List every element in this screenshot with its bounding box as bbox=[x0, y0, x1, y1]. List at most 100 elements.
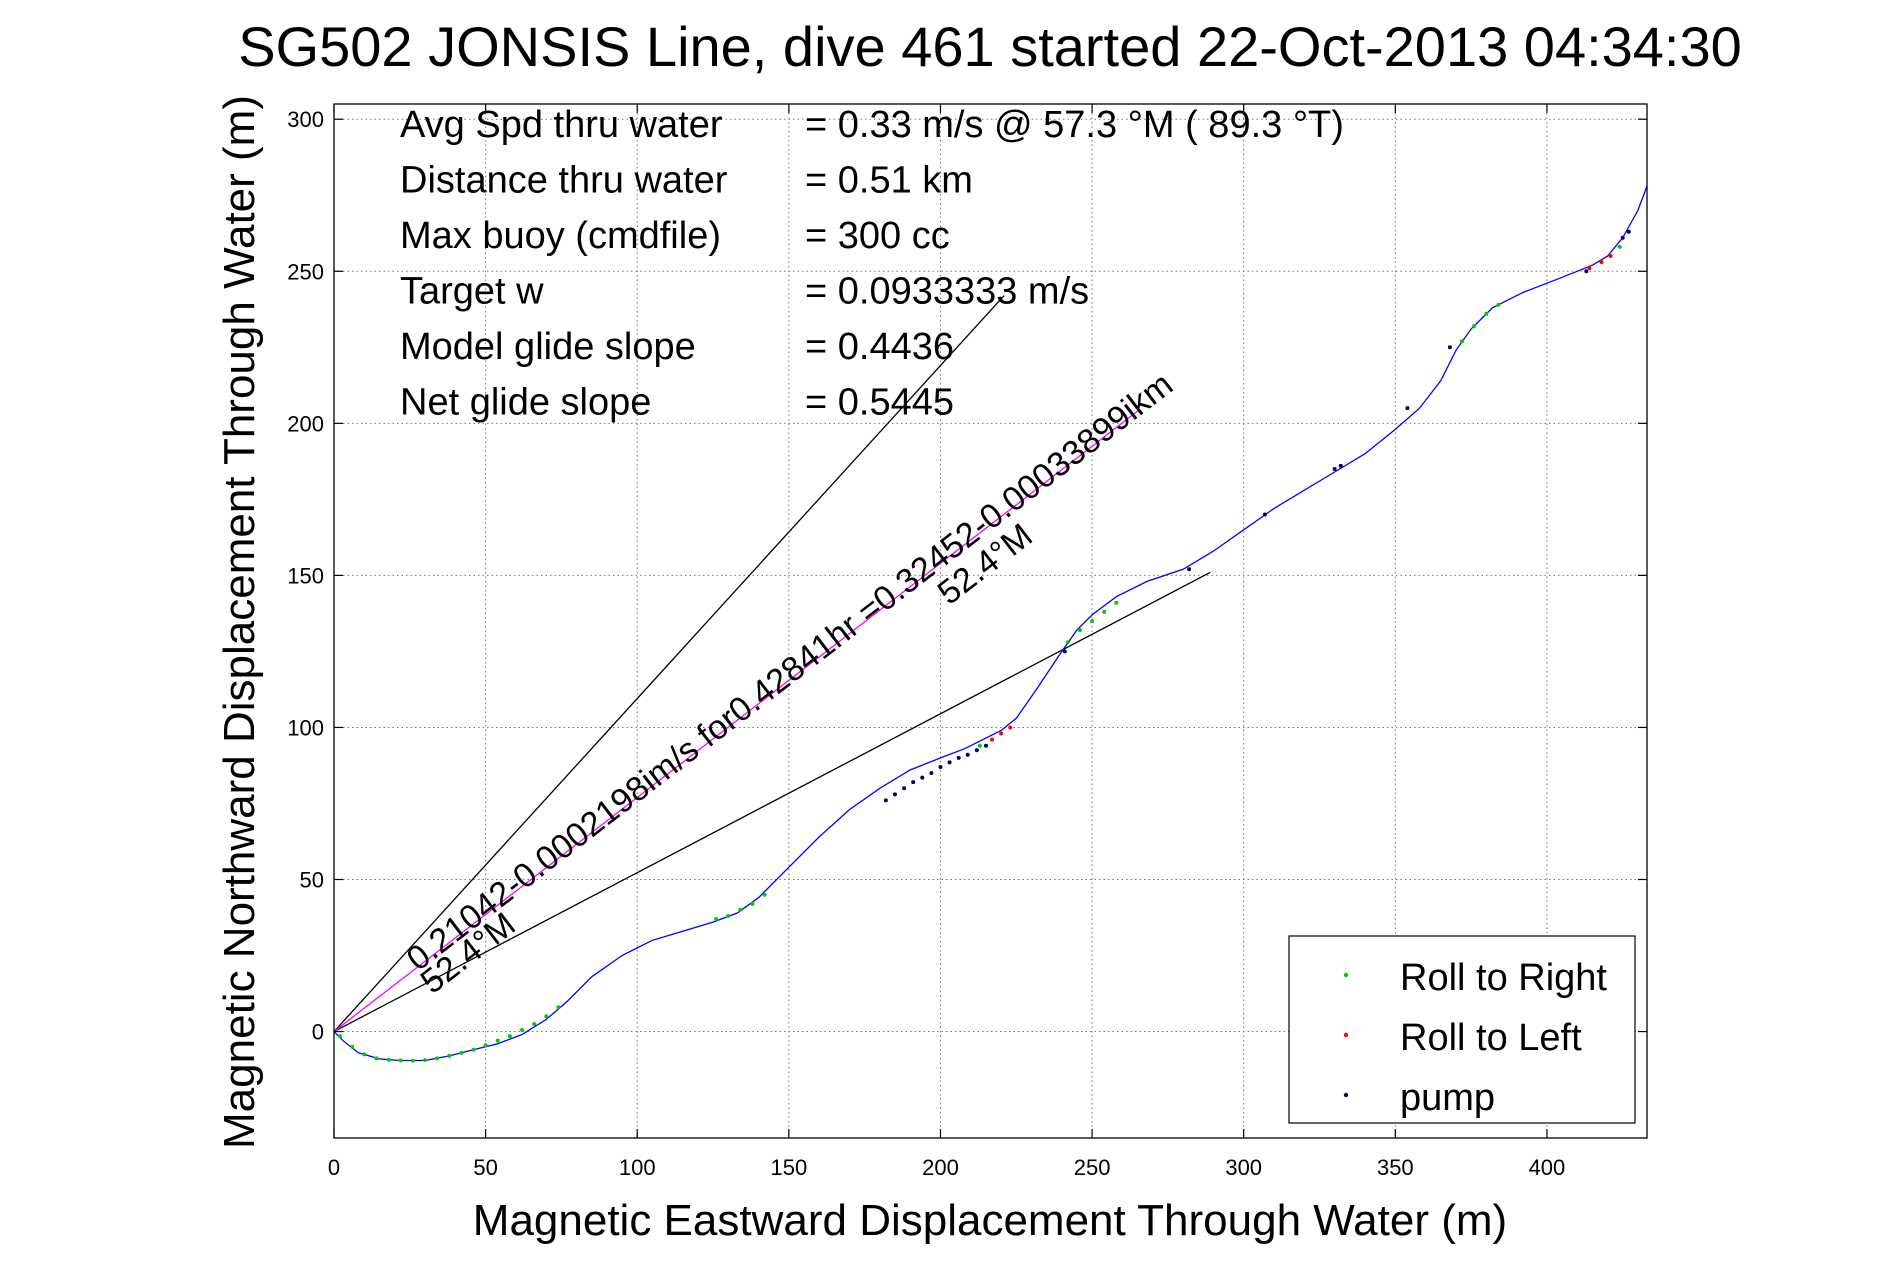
data-point bbox=[1584, 269, 1589, 274]
data-point bbox=[1008, 725, 1013, 730]
data-point bbox=[911, 780, 916, 785]
data-point bbox=[374, 1056, 379, 1061]
x-axis-label: Magnetic Eastward Displacement Through W… bbox=[473, 1196, 1507, 1245]
data-point bbox=[471, 1047, 476, 1052]
legend-marker bbox=[1343, 1032, 1349, 1038]
data-point bbox=[738, 907, 743, 912]
data-point bbox=[410, 1058, 415, 1063]
data-point bbox=[1484, 311, 1489, 316]
stat-value: = 0.33 m/s @ 57.3 °M ( 89.3 °T) bbox=[805, 104, 1344, 146]
data-point bbox=[544, 1014, 549, 1019]
data-layer bbox=[334, 185, 1647, 1063]
data-point bbox=[1077, 628, 1082, 633]
data-point bbox=[965, 752, 970, 757]
data-point bbox=[1338, 463, 1343, 468]
data-point bbox=[977, 743, 982, 748]
data-point bbox=[1617, 244, 1622, 249]
data-point bbox=[762, 892, 767, 897]
data-point bbox=[1599, 260, 1604, 265]
data-point bbox=[435, 1056, 440, 1061]
legend-box bbox=[1288, 935, 1636, 1124]
y-axis-label: Magnetic Northward Displacement Through … bbox=[215, 95, 264, 1149]
data-point bbox=[338, 1034, 343, 1039]
data-point bbox=[386, 1057, 391, 1062]
legend-label: Roll to Right bbox=[1400, 957, 1607, 999]
legend-label: pump bbox=[1400, 1077, 1495, 1119]
stat-label: Net glide slope bbox=[400, 382, 651, 424]
data-point bbox=[1496, 302, 1501, 307]
data-point bbox=[1587, 266, 1592, 271]
data-point bbox=[422, 1058, 427, 1063]
data-point bbox=[350, 1044, 355, 1049]
data-point bbox=[362, 1052, 367, 1057]
x-tick-label: 200 bbox=[922, 1155, 959, 1180]
y-tick-label: 250 bbox=[287, 259, 324, 284]
data-point bbox=[999, 731, 1004, 736]
legend-marker bbox=[1343, 972, 1349, 978]
data-point bbox=[929, 771, 934, 776]
x-tick-label: 350 bbox=[1377, 1155, 1414, 1180]
track-line bbox=[334, 185, 1647, 1062]
x-tick-label: 300 bbox=[1225, 1155, 1262, 1180]
stat-value: = 0.4436 bbox=[805, 326, 954, 368]
y-tick-label: 150 bbox=[287, 563, 324, 588]
data-point bbox=[938, 764, 943, 769]
data-point bbox=[1102, 609, 1107, 614]
data-point bbox=[1090, 619, 1095, 623]
data-point bbox=[726, 913, 731, 918]
data-point bbox=[1608, 254, 1613, 259]
y-tick-label: 0 bbox=[312, 1020, 324, 1045]
data-point bbox=[1262, 512, 1267, 517]
x-tick-label: 50 bbox=[473, 1155, 497, 1180]
stat-value: = 0.51 km bbox=[805, 160, 973, 202]
x-tick-label: 250 bbox=[1074, 1155, 1111, 1180]
x-tick-label: 0 bbox=[328, 1155, 340, 1180]
data-point bbox=[1065, 640, 1070, 645]
data-point bbox=[447, 1053, 452, 1058]
data-point bbox=[520, 1028, 525, 1033]
data-point bbox=[1062, 649, 1067, 654]
x-tick-label: 100 bbox=[619, 1155, 656, 1180]
legend-label: Roll to Left bbox=[1400, 1017, 1582, 1059]
data-point bbox=[459, 1050, 464, 1055]
data-point bbox=[1405, 406, 1410, 411]
data-point bbox=[956, 755, 961, 760]
data-point bbox=[1332, 466, 1337, 471]
data-point bbox=[556, 1005, 561, 1010]
data-point bbox=[974, 748, 979, 753]
data-point bbox=[1447, 345, 1452, 350]
legend-marker bbox=[1343, 1092, 1349, 1098]
y-tick-label: 50 bbox=[300, 868, 324, 893]
stat-label: Distance thru water bbox=[400, 160, 728, 202]
y-tick-label: 100 bbox=[287, 715, 324, 740]
stat-label: Model glide slope bbox=[400, 326, 696, 368]
stat-label: Max buoy (cmdfile) bbox=[400, 215, 721, 257]
data-point bbox=[1460, 339, 1465, 344]
data-point bbox=[983, 743, 988, 748]
reference-line bbox=[334, 295, 1005, 1032]
data-point bbox=[1626, 229, 1631, 234]
x-tick-label: 400 bbox=[1529, 1155, 1566, 1180]
data-point bbox=[947, 760, 952, 765]
data-point bbox=[902, 786, 907, 791]
axes-frame bbox=[333, 103, 1648, 1139]
data-point bbox=[750, 901, 755, 906]
data-point bbox=[398, 1058, 403, 1063]
data-point bbox=[892, 792, 897, 797]
data-point bbox=[1472, 324, 1477, 329]
data-point bbox=[495, 1038, 500, 1043]
stat-label: Avg Spd thru water bbox=[400, 104, 723, 146]
stat-value: = 0.0933333 m/s bbox=[805, 271, 1089, 313]
data-point bbox=[990, 737, 995, 742]
stat-label: Target w bbox=[400, 271, 544, 313]
data-point bbox=[483, 1043, 488, 1048]
data-point bbox=[1114, 600, 1119, 605]
reference-line bbox=[334, 410, 1138, 1033]
y-tick-label: 200 bbox=[287, 411, 324, 436]
stat-value: = 0.5445 bbox=[805, 382, 954, 424]
data-point bbox=[920, 775, 925, 780]
stat-value: = 300 cc bbox=[805, 215, 950, 257]
y-tick-label: 300 bbox=[287, 107, 324, 132]
legend: Roll to Right Roll to Left pump bbox=[1288, 935, 1636, 1124]
